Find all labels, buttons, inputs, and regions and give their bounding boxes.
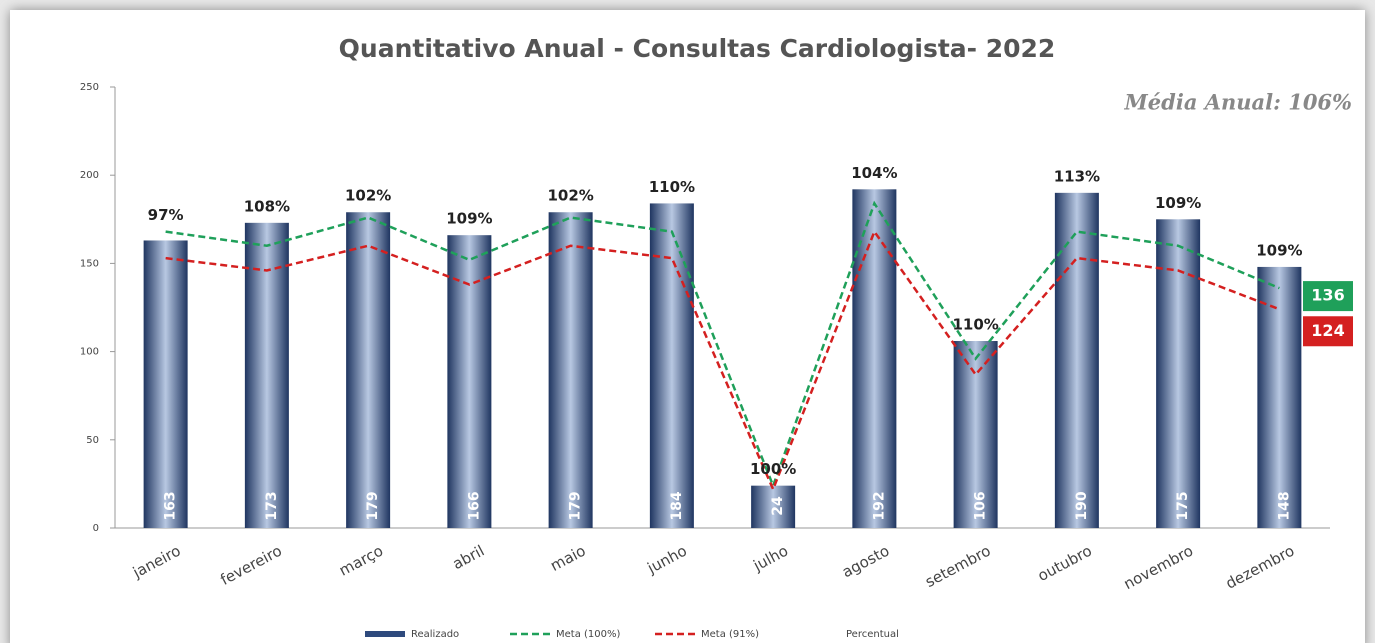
percent-label: 109% (1155, 194, 1201, 212)
y-tick-label: 150 (80, 258, 99, 269)
bar-value-label: 192 (871, 491, 887, 520)
percent-label: 100% (750, 460, 796, 478)
legend-label: Meta (91%) (701, 629, 759, 640)
legend-swatch (365, 631, 405, 637)
bar-value-label: 163 (163, 491, 179, 520)
percent-label: 97% (148, 206, 184, 224)
end-label-box (1303, 316, 1353, 347)
y-tick-label: 100 (80, 347, 99, 358)
bar (244, 222, 289, 528)
y-tick-label: 0 (93, 523, 99, 534)
line (165, 200, 1280, 490)
legend-label: Percentual (846, 629, 899, 640)
bar (649, 203, 694, 528)
bar-value-label: 24 (770, 496, 786, 516)
line (165, 229, 1280, 493)
bar-value-label: 175 (1175, 491, 1191, 520)
percent-label: 108% (244, 197, 290, 215)
percent-label: 102% (547, 187, 593, 205)
bar (953, 341, 998, 528)
bar-value-label: 148 (1276, 491, 1292, 520)
y-tick-label: 50 (86, 435, 99, 446)
percent-label: 109% (446, 210, 492, 228)
bar (346, 212, 391, 528)
bar (548, 212, 593, 528)
legend-label: Meta (100%) (556, 629, 620, 640)
legend-label: Realizado (411, 629, 459, 640)
percent-label: 102% (345, 187, 391, 205)
bar-value-label: 179 (568, 491, 584, 520)
percent-label: 109% (1256, 241, 1302, 259)
percent-label: 104% (851, 164, 897, 182)
end-label: 124 (1311, 321, 1344, 340)
bar-value-label: 184 (669, 491, 685, 520)
bar (1054, 192, 1099, 528)
bar-value-label: 190 (1074, 491, 1090, 520)
bar (751, 485, 796, 528)
bar-value-label: 179 (365, 491, 381, 520)
bar (143, 240, 188, 528)
end-label-box (1303, 281, 1353, 312)
annotation: Média Anual: 106% (1124, 90, 1352, 115)
bar (852, 189, 897, 528)
bar-value-label: 173 (264, 491, 280, 520)
y-tick-label: 250 (80, 82, 99, 93)
bar (1257, 266, 1302, 528)
chart-title: Quantitativo Anual - Consultas Cardiolog… (339, 34, 1056, 63)
end-label: 136 (1311, 286, 1344, 305)
percent-label: 110% (952, 316, 998, 334)
bar (1156, 219, 1201, 529)
bar-value-label: 166 (466, 491, 482, 520)
y-tick-label: 200 (80, 170, 99, 181)
percent-label: 113% (1054, 167, 1100, 185)
bar-value-label: 106 (973, 491, 989, 520)
percent-label: 110% (649, 178, 695, 196)
